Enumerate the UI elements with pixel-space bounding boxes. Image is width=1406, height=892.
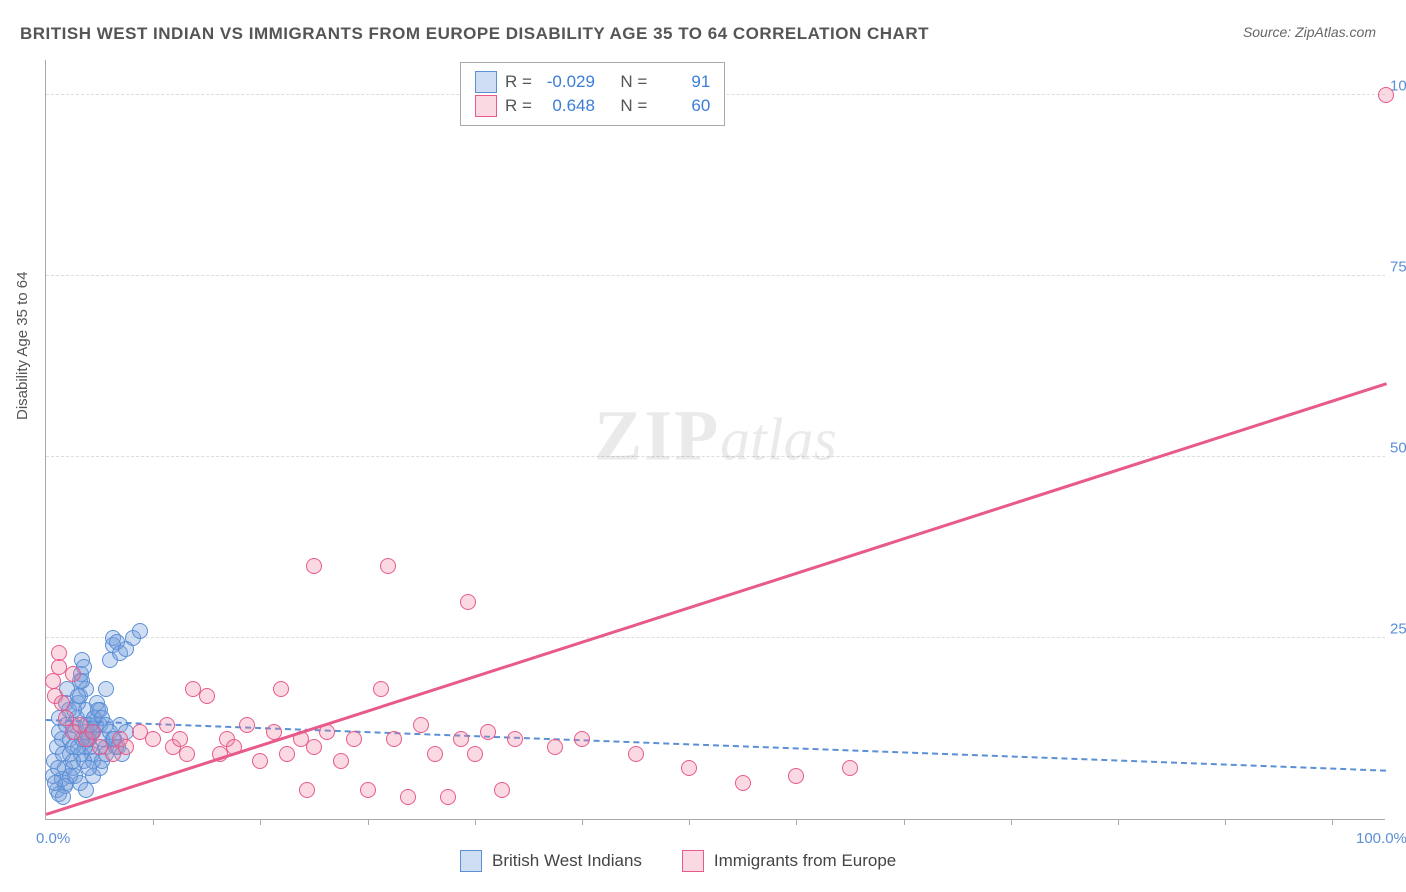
legend-item: British West Indians	[460, 850, 642, 872]
x-minor-tick	[475, 819, 476, 825]
x-minor-tick	[582, 819, 583, 825]
data-point	[628, 746, 644, 762]
legend-item: Immigrants from Europe	[682, 850, 896, 872]
data-point	[279, 746, 295, 762]
data-point	[386, 731, 402, 747]
data-point	[346, 731, 362, 747]
legend-stat-row: R =0.648 N =60	[475, 95, 710, 117]
data-point	[98, 681, 114, 697]
data-point	[333, 753, 349, 769]
data-point	[380, 558, 396, 574]
data-point	[306, 558, 322, 574]
data-point	[118, 739, 134, 755]
data-point	[480, 724, 496, 740]
data-point	[453, 731, 469, 747]
regression-line	[46, 382, 1387, 815]
data-point	[55, 789, 71, 805]
x-minor-tick	[796, 819, 797, 825]
data-point	[50, 760, 66, 776]
data-point	[1378, 87, 1394, 103]
data-point	[47, 775, 63, 791]
data-point	[427, 746, 443, 762]
x-tick-label: 0.0%	[36, 830, 70, 847]
data-point	[494, 782, 510, 798]
data-point	[78, 782, 94, 798]
stats-legend: R =-0.029 N =91R =0.648 N =60	[460, 62, 725, 126]
data-point	[507, 731, 523, 747]
data-point	[360, 782, 376, 798]
legend-label: British West Indians	[492, 851, 642, 871]
data-point	[45, 673, 61, 689]
x-minor-tick	[1225, 819, 1226, 825]
data-point	[460, 594, 476, 610]
data-point	[145, 731, 161, 747]
data-point	[70, 688, 86, 704]
data-point	[788, 768, 804, 784]
x-tick-label: 100.0%	[1356, 830, 1406, 847]
data-point	[547, 739, 563, 755]
data-point	[373, 681, 389, 697]
y-tick-label: 50.0%	[1390, 440, 1406, 457]
data-point	[306, 739, 322, 755]
data-point	[299, 782, 315, 798]
x-minor-tick	[1118, 819, 1119, 825]
x-minor-tick	[689, 819, 690, 825]
legend-swatch	[682, 850, 704, 872]
legend-stat-row: R =-0.029 N =91	[475, 71, 710, 93]
x-minor-tick	[1332, 819, 1333, 825]
data-point	[842, 760, 858, 776]
data-point	[51, 645, 67, 661]
legend-swatch	[460, 850, 482, 872]
legend-label: Immigrants from Europe	[714, 851, 896, 871]
data-point	[440, 789, 456, 805]
data-point	[400, 789, 416, 805]
gridline	[46, 275, 1385, 276]
series-legend: British West Indians Immigrants from Euro…	[460, 850, 896, 872]
data-point	[199, 688, 215, 704]
data-point	[413, 717, 429, 733]
gridline	[46, 456, 1385, 457]
x-minor-tick	[153, 819, 154, 825]
x-minor-tick	[368, 819, 369, 825]
y-tick-label: 75.0%	[1390, 259, 1406, 276]
watermark: ZIPatlas	[594, 394, 837, 477]
x-minor-tick	[260, 819, 261, 825]
legend-swatch	[475, 71, 497, 93]
x-minor-tick	[904, 819, 905, 825]
y-tick-label: 25.0%	[1390, 621, 1406, 638]
gridline	[46, 637, 1385, 638]
data-point	[467, 746, 483, 762]
source-label: Source: ZipAtlas.com	[1243, 24, 1376, 40]
data-point	[252, 753, 268, 769]
data-point	[574, 731, 590, 747]
chart-title: BRITISH WEST INDIAN VS IMMIGRANTS FROM E…	[20, 24, 929, 44]
data-point	[54, 695, 70, 711]
data-point	[681, 760, 697, 776]
y-axis-label: Disability Age 35 to 64	[14, 272, 31, 420]
data-point	[239, 717, 255, 733]
data-point	[735, 775, 751, 791]
data-point	[179, 746, 195, 762]
legend-swatch	[475, 95, 497, 117]
scatter-plot-area: ZIPatlas 25.0%50.0%75.0%100.0%0.0%100.0%	[45, 60, 1385, 820]
data-point	[81, 760, 97, 776]
data-point	[273, 681, 289, 697]
x-minor-tick	[1011, 819, 1012, 825]
data-point	[132, 623, 148, 639]
data-point	[159, 717, 175, 733]
data-point	[65, 666, 81, 682]
